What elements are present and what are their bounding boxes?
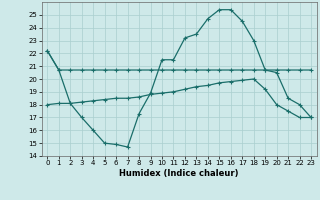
X-axis label: Humidex (Indice chaleur): Humidex (Indice chaleur): [119, 169, 239, 178]
